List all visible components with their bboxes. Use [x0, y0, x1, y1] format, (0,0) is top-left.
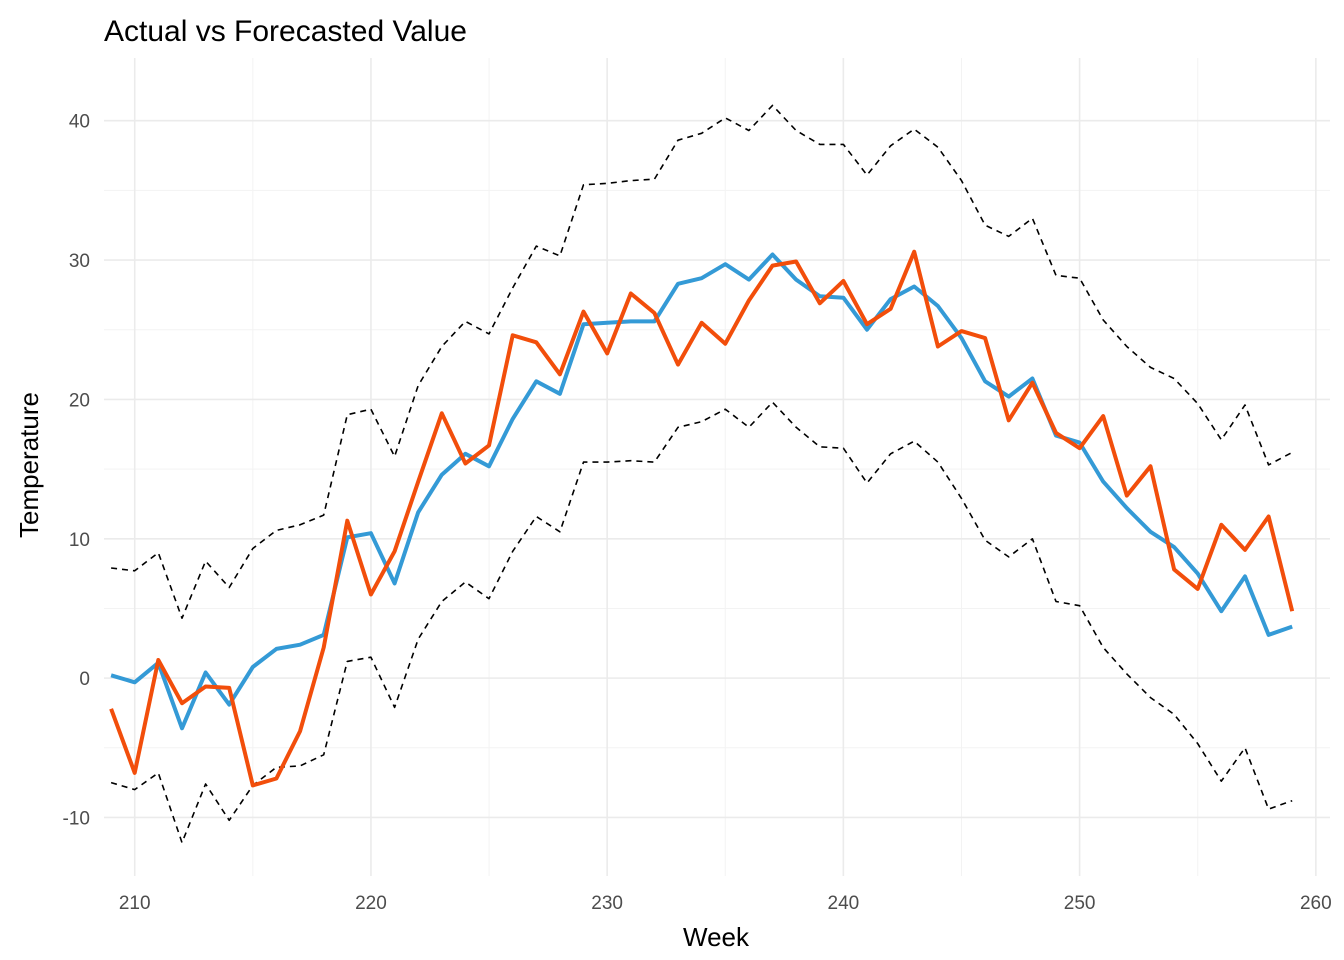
- x-axis-title: Week: [683, 922, 750, 952]
- x-tick-label: 230: [591, 893, 623, 914]
- y-tick-label: 30: [69, 251, 90, 272]
- y-tick-label: 0: [79, 669, 90, 690]
- series-lines: [109, 104, 1295, 844]
- interval-dashed-line: [110, 401, 1293, 844]
- interval-dashed-line: [111, 104, 1293, 620]
- x-axis-tick-labels: 210 220 230 240 250 260: [119, 893, 1332, 914]
- x-tick-label: 220: [355, 893, 387, 914]
- y-tick-label: -10: [63, 808, 90, 829]
- series-line: [109, 249, 1295, 788]
- y-tick-label: 20: [69, 390, 90, 411]
- series-line: [110, 252, 1293, 731]
- x-tick-label: 250: [1064, 893, 1096, 914]
- y-axis-tick-labels: -10 0 10 20 30 40: [63, 112, 90, 830]
- chart-title: Actual vs Forecasted Value: [104, 15, 467, 48]
- y-tick-label: 40: [69, 112, 90, 133]
- grid: [104, 58, 1330, 876]
- y-axis-title: Temperature: [14, 392, 44, 538]
- y-tick-label: 10: [69, 530, 90, 551]
- x-tick-label: 260: [1300, 893, 1332, 914]
- x-tick-label: 240: [828, 893, 860, 914]
- x-tick-label: 210: [119, 893, 151, 914]
